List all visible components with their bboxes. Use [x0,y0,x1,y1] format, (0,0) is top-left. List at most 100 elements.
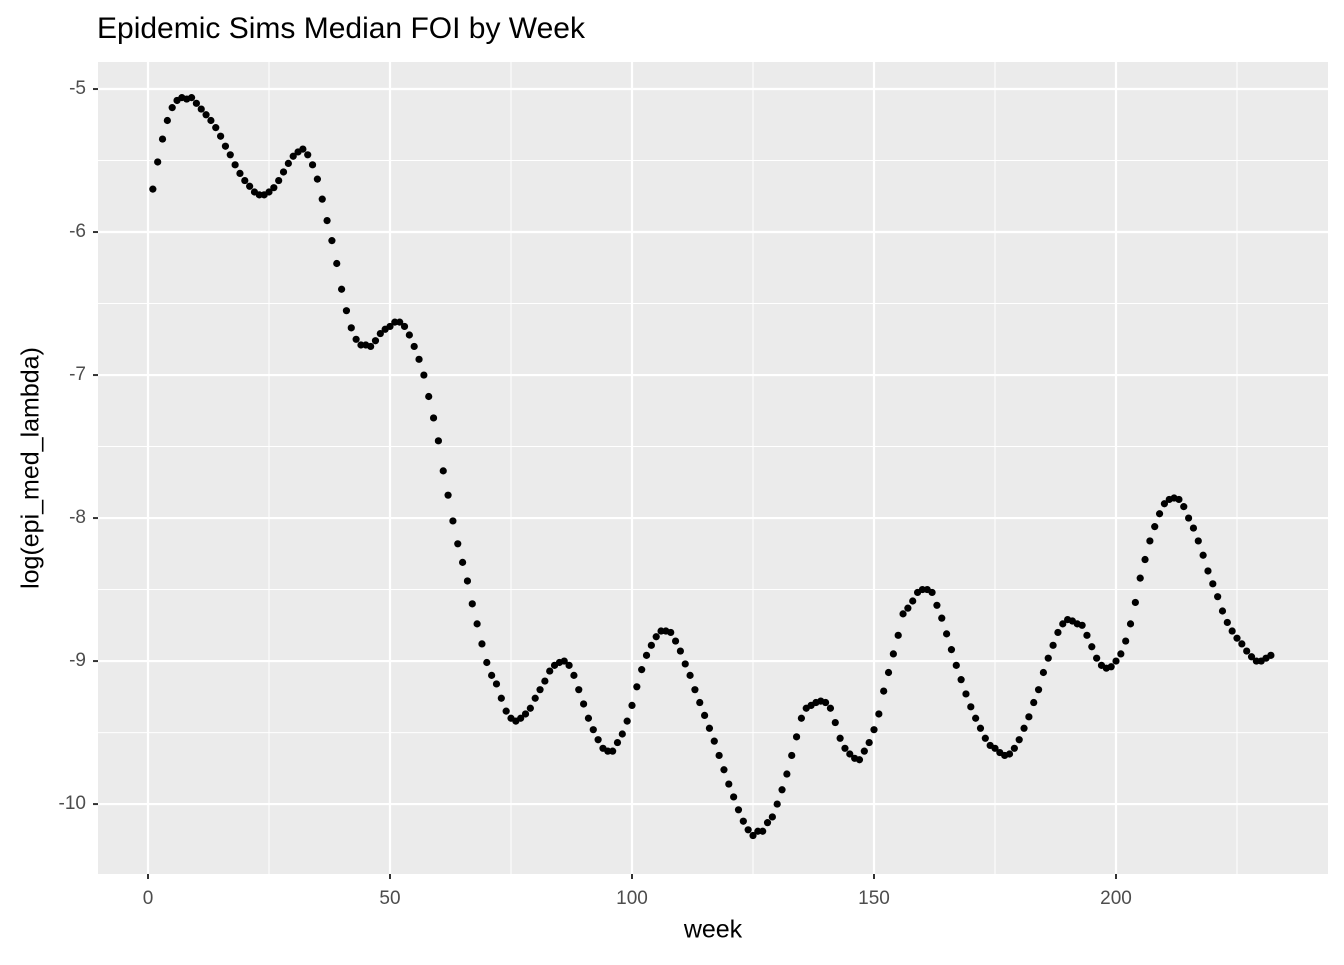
point [1218,607,1227,615]
point [1093,654,1101,662]
point [967,703,975,711]
point [686,671,694,679]
point [855,756,864,764]
point [192,99,200,107]
point [860,747,868,755]
point [517,714,525,722]
point [246,182,254,190]
point [788,751,796,760]
point [1228,627,1236,635]
point [647,641,655,649]
point [1146,537,1154,545]
point [429,414,438,422]
y-tick-label: -8 [69,507,86,528]
point [459,558,467,566]
point [1025,713,1033,721]
point [226,151,234,159]
point [589,726,597,734]
point [236,169,244,178]
point [1034,686,1043,694]
point [1136,574,1144,582]
y-tick-label: -6 [69,221,86,242]
point [739,817,747,825]
point [1160,500,1169,508]
point [642,651,651,659]
point [376,329,384,338]
point [962,690,970,698]
point [725,780,733,788]
chart-title: Epidemic Sims Median FOI by Week [97,12,586,45]
point [938,614,946,622]
point [1010,744,1018,752]
point [734,806,743,814]
point [478,640,486,648]
point [836,734,844,742]
point [284,159,292,167]
y-tick-label: -10 [59,793,86,814]
point [405,331,413,339]
point [1126,620,1135,628]
point [352,335,360,343]
point [841,744,849,752]
point [1243,647,1251,655]
point [400,322,409,331]
point [279,168,288,176]
point [797,714,806,722]
point [1112,657,1120,665]
point [1223,618,1231,627]
point [667,628,675,637]
point [652,633,660,641]
point [560,657,568,665]
point [1141,555,1149,564]
point [168,104,176,112]
point [313,175,321,183]
point [463,577,472,585]
point [565,661,573,669]
point [580,700,588,708]
point [1044,654,1052,662]
point [526,704,534,712]
point [899,610,907,618]
point [410,342,418,351]
point [304,151,312,159]
point [633,683,641,691]
point [434,437,443,445]
point [947,646,956,654]
point [1175,495,1183,504]
point [701,711,709,720]
y-axis-title: log(epi_med_lambda) [17,347,45,589]
point [865,738,873,747]
point [1189,524,1198,532]
point [1039,668,1048,677]
point [875,710,883,718]
point [822,698,830,707]
point [884,668,893,677]
point [1185,514,1193,522]
x-axis-title: week [683,916,743,944]
point [773,800,781,808]
point [778,786,786,794]
x-tick-label: 100 [616,888,648,909]
point [1083,631,1091,639]
point [163,116,171,125]
point [1155,510,1164,518]
point [221,142,230,150]
point [623,717,631,725]
point [386,322,394,331]
point [149,185,157,193]
point [1020,724,1028,732]
point [1204,567,1212,575]
point [1107,663,1115,671]
point [270,184,278,192]
point [957,676,965,684]
x-tick-label: 200 [1100,888,1132,909]
x-tick-label: 150 [858,888,890,909]
point [705,724,714,732]
point [546,667,554,675]
point [1030,698,1038,707]
point [371,337,380,345]
point [894,631,902,639]
point [710,737,718,745]
point [502,707,510,715]
point [497,694,505,702]
